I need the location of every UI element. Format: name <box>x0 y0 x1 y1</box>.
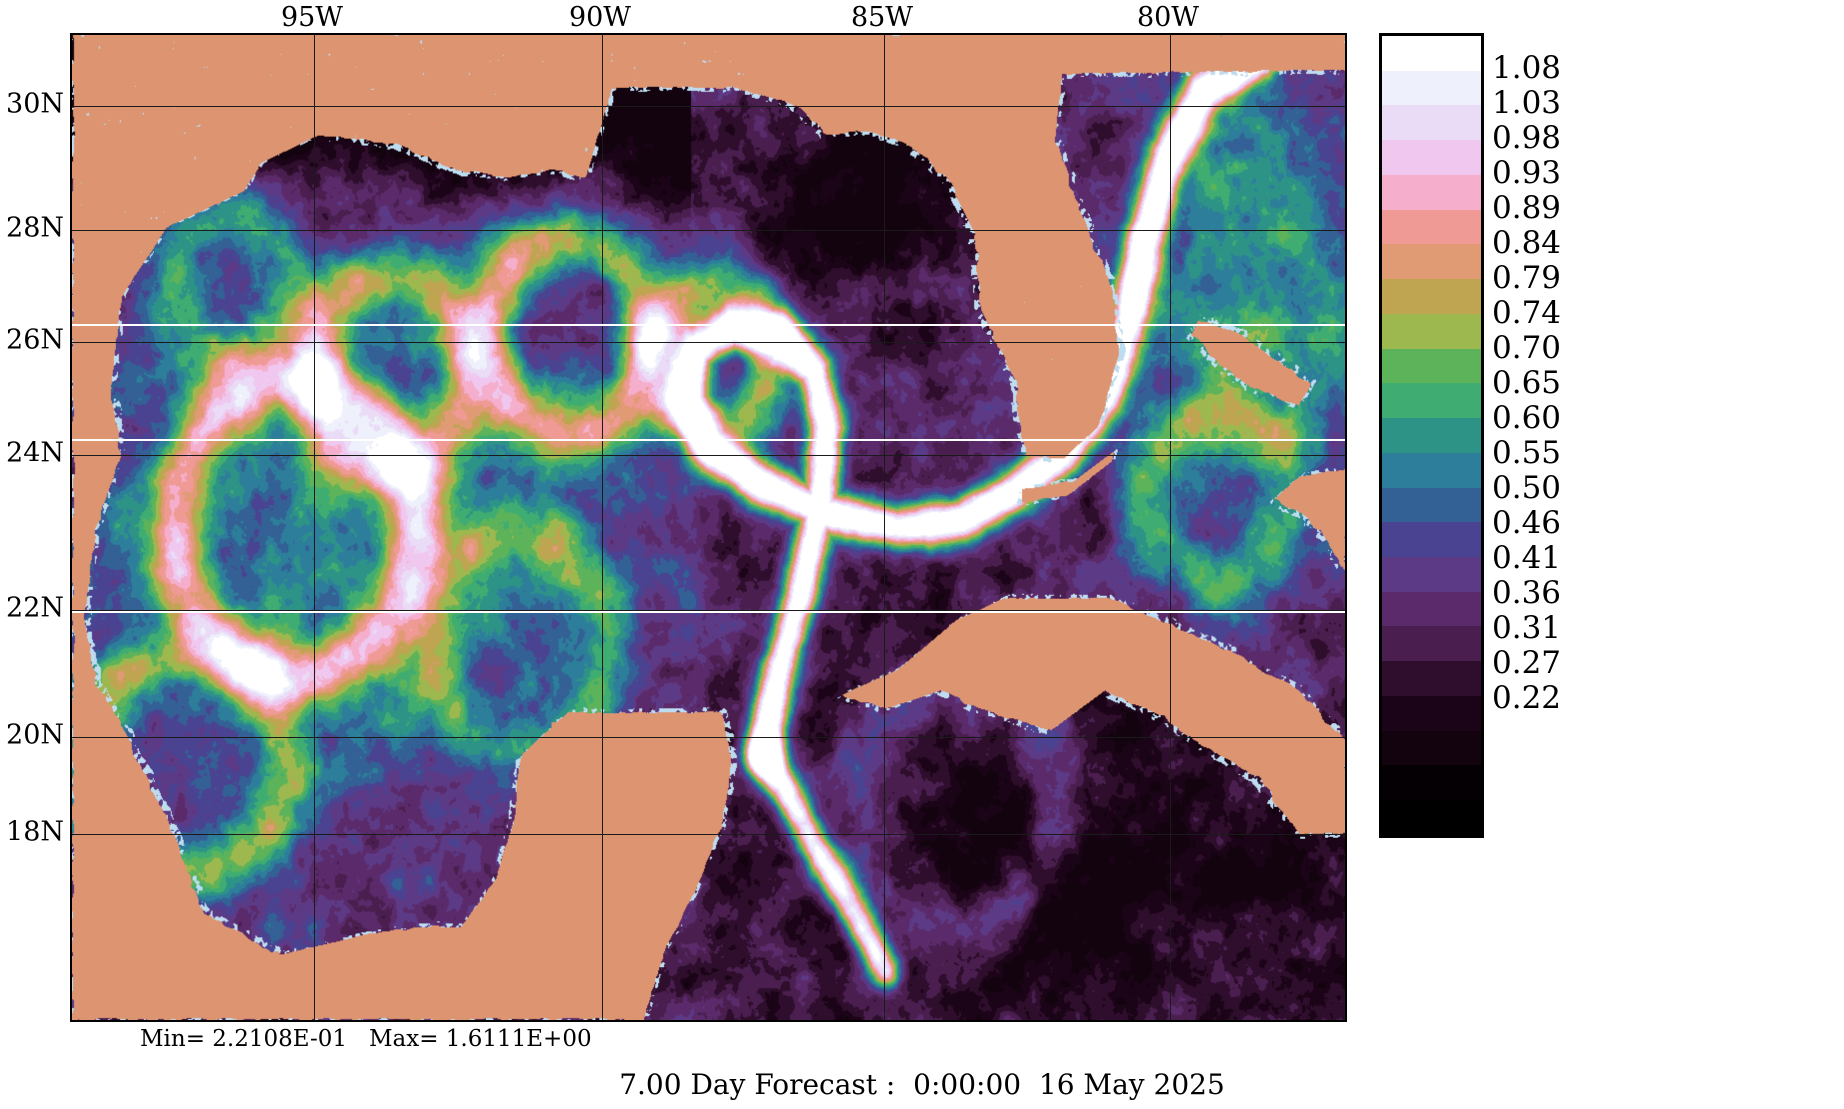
colorbar-tick-0-74: 0.74 <box>1492 295 1562 331</box>
colorbar-tick-labels: 1.08 1.03 0.98 0.93 0.89 0.84 0.79 0.74 0.70 0.65… <box>1492 33 1632 838</box>
lat-tick-20n: 20N <box>6 719 64 751</box>
colorbar-band <box>1382 140 1481 175</box>
colorbar-tick-0-46: 0.46 <box>1492 505 1562 541</box>
colorbar-band <box>1382 730 1481 766</box>
colorbar-band <box>1382 209 1481 245</box>
colorbar-band <box>1382 487 1481 523</box>
lat-tick-26n: 26N <box>6 324 64 356</box>
colorbar-tick-0-60: 0.60 <box>1492 400 1562 436</box>
lon-tick-80w: 80W <box>1136 2 1200 33</box>
forecast-caption: 7.00 Day Forecast : 0:00:00 16 May 2025 <box>619 1068 1225 1101</box>
colorbar-band <box>1382 800 1481 835</box>
colorbar-band <box>1382 279 1481 314</box>
colorbar-tick-0-79: 0.79 <box>1492 260 1562 296</box>
colorbar <box>1379 33 1484 838</box>
colorbar-tick-0-65: 0.65 <box>1492 365 1562 401</box>
min-max-caption: Min= 2.2108E-01 Max= 1.6111E+00 <box>140 1026 592 1052</box>
colorbar-band <box>1382 174 1481 210</box>
colorbar-tick-0-89: 0.89 <box>1492 190 1562 226</box>
lat-tick-30n: 30N <box>6 88 64 120</box>
colorbar-tick-1-08: 1.08 <box>1492 50 1562 86</box>
colorbar-tick-0-22: 0.22 <box>1492 680 1562 716</box>
colorbar-band <box>1382 313 1481 349</box>
colorbar-band <box>1382 557 1481 592</box>
colorbar-tick-0-93: 0.93 <box>1492 155 1562 191</box>
colorbar-tick-0-84: 0.84 <box>1492 225 1562 261</box>
colorbar-band <box>1382 70 1481 106</box>
colorbar-band <box>1382 626 1481 662</box>
lat-tick-24n: 24N <box>6 437 64 469</box>
colorbar-tick-0-70: 0.70 <box>1492 330 1562 366</box>
map-plot-area <box>70 33 1347 1022</box>
colorbar-tick-0-31: 0.31 <box>1492 610 1562 646</box>
lat-tick-28n: 28N <box>6 212 64 244</box>
colorbar-tick-0-41: 0.41 <box>1492 540 1562 576</box>
lat-tick-18n: 18N <box>6 816 64 848</box>
colorbar-band <box>1382 105 1481 141</box>
colorbar-tick-0-98: 0.98 <box>1492 120 1562 156</box>
colorbar-tick-0-55: 0.55 <box>1492 435 1562 471</box>
colorbar-band <box>1382 418 1481 453</box>
colorbar-band <box>1382 695 1481 731</box>
colorbar-tick-1-03: 1.03 <box>1492 85 1562 121</box>
colorbar-band <box>1382 591 1481 627</box>
lat-tick-22n: 22N <box>6 592 64 624</box>
lon-tick-85w: 85W <box>850 2 914 33</box>
colorbar-band <box>1382 244 1481 280</box>
colorbar-tick-0-27: 0.27 <box>1492 645 1562 681</box>
colorbar-band <box>1382 765 1481 801</box>
colorbar-band <box>1382 661 1481 696</box>
colorbar-band <box>1382 348 1481 384</box>
lon-tick-95w: 95W <box>280 2 344 33</box>
lon-tick-90w: 90W <box>568 2 632 33</box>
ocean-field-heatmap <box>72 35 1345 1020</box>
colorbar-band <box>1382 36 1481 71</box>
colorbar-tick-0-36: 0.36 <box>1492 575 1562 611</box>
colorbar-band <box>1382 522 1481 558</box>
colorbar-band <box>1382 452 1481 488</box>
colorbar-band <box>1382 383 1481 419</box>
colorbar-tick-0-50: 0.50 <box>1492 470 1562 506</box>
